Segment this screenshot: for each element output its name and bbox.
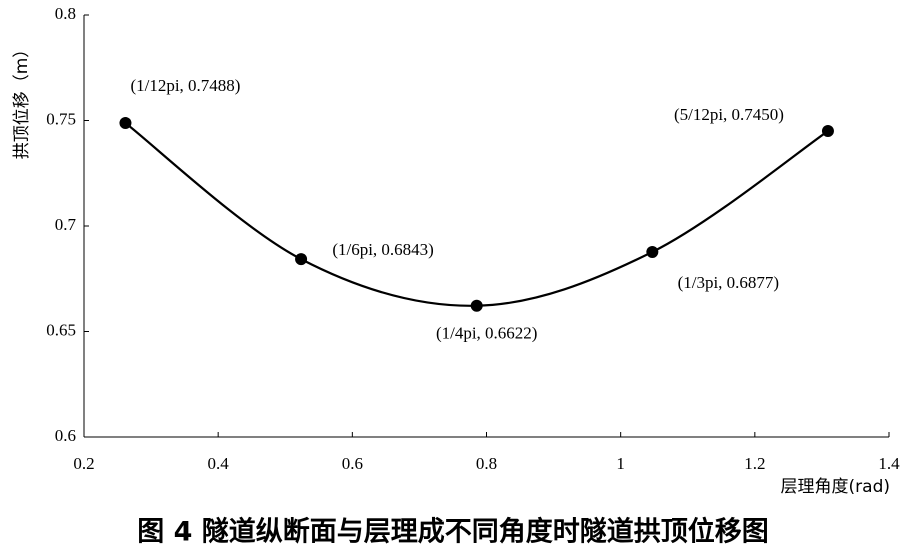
y-tick-label: 0.8 [55, 4, 76, 23]
x-tick-label: 1 [616, 454, 625, 473]
data-label: (1/3pi, 0.6877) [678, 273, 780, 292]
x-tick-label: 0.6 [342, 454, 363, 473]
data-label: (1/4pi, 0.6622) [436, 324, 538, 343]
y-tick-label: 0.6 [55, 426, 76, 445]
x-tick-label: 0.8 [476, 454, 497, 473]
point [470, 299, 483, 312]
point [646, 245, 659, 258]
x-tick-label: 1.4 [878, 454, 900, 473]
data-label: (1/6pi, 0.6843) [332, 240, 434, 259]
x-axis-label: 层理角度(rad) [781, 477, 890, 497]
y-axis-label: 拱顶位移（m） [12, 41, 32, 160]
y-tick-label: 0.75 [46, 109, 76, 128]
point [821, 125, 834, 138]
x-tick-label: 0.4 [208, 454, 230, 473]
data-label: (5/12pi, 0.7450) [674, 105, 784, 124]
caption: 图 4 隧道纵断面与层理成不同角度时隧道拱顶位移图 [137, 516, 769, 548]
x-tick-label: 1.2 [744, 454, 765, 473]
x-tick-label: 0.2 [73, 454, 94, 473]
y-tick-label: 0.7 [55, 215, 77, 234]
y-tick-label: 0.65 [46, 320, 76, 339]
data-label: (1/12pi, 0.7488) [130, 76, 240, 95]
point [119, 117, 132, 130]
point [295, 253, 308, 266]
